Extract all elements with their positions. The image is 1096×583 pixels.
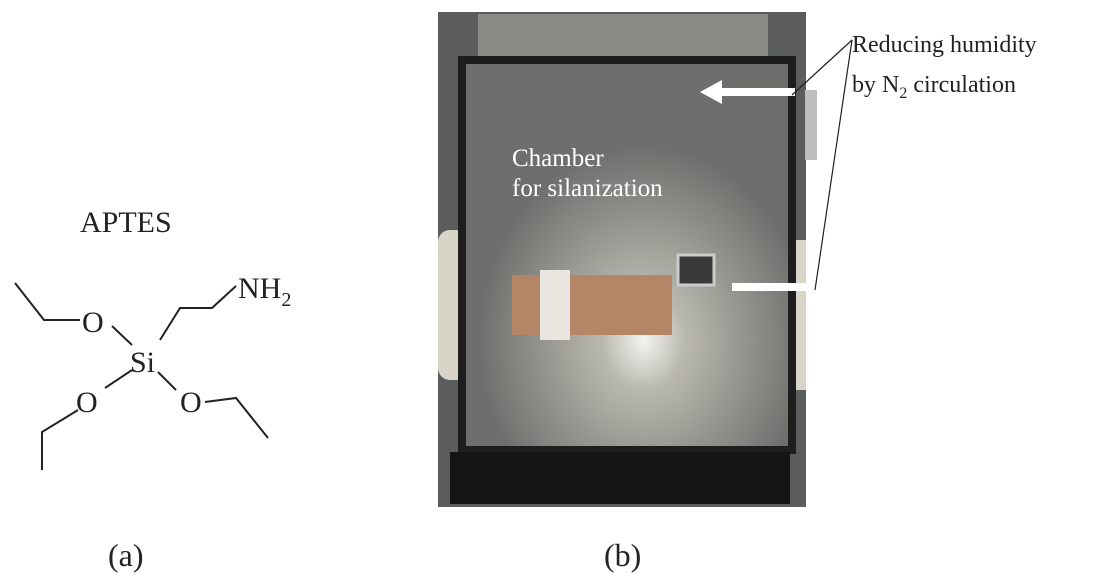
atom: O	[180, 386, 202, 419]
structure: O Si O O NH2	[15, 272, 291, 470]
annotation: by N2 circulation	[852, 72, 1016, 102]
photo-label: Chamber	[512, 145, 604, 172]
caption: (b)	[604, 537, 641, 573]
bond	[15, 283, 80, 320]
subscript: 2	[899, 85, 907, 102]
annotation: Reducing humidity	[852, 32, 1037, 58]
bond	[158, 372, 176, 390]
leader-line	[815, 40, 852, 290]
annotation-part: circulation	[907, 72, 1016, 98]
figure: APTES O Si O O NH2 (a)	[0, 0, 1096, 583]
annotation-part: by N	[852, 72, 899, 98]
bond	[160, 286, 236, 340]
molecule-name: APTES	[80, 206, 172, 239]
bond	[42, 410, 78, 470]
photo: Chamber for silanization	[438, 12, 832, 507]
photo-label: for silanization	[512, 175, 663, 202]
atom: NH2	[238, 272, 291, 311]
bond	[105, 370, 132, 388]
subscript: 2	[281, 289, 291, 311]
atom: O	[76, 386, 98, 419]
bond	[205, 398, 268, 438]
atom-symbol: NH	[238, 272, 281, 305]
atom: O	[82, 306, 104, 339]
caption: (a)	[108, 537, 144, 573]
bond	[112, 326, 132, 345]
atom: Si	[130, 346, 155, 379]
